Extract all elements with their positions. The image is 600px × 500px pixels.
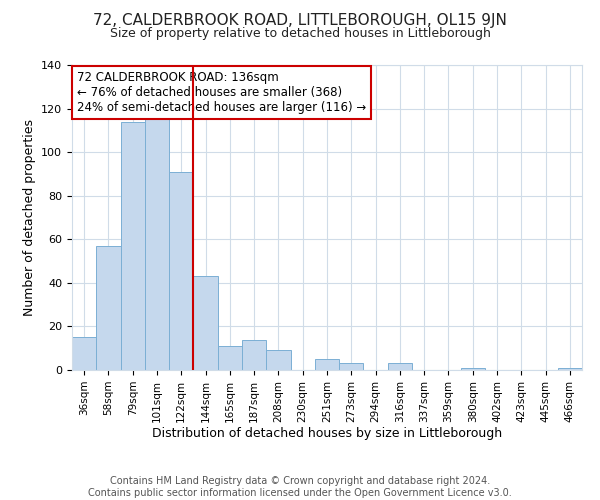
Bar xyxy=(169,172,193,370)
Bar xyxy=(218,346,242,370)
Text: Contains HM Land Registry data © Crown copyright and database right 2024.
Contai: Contains HM Land Registry data © Crown c… xyxy=(88,476,512,498)
Text: Size of property relative to detached houses in Littleborough: Size of property relative to detached ho… xyxy=(110,28,490,40)
Bar xyxy=(96,246,121,370)
Bar xyxy=(339,364,364,370)
Text: 72 CALDERBROOK ROAD: 136sqm
← 76% of detached houses are smaller (368)
24% of se: 72 CALDERBROOK ROAD: 136sqm ← 76% of det… xyxy=(77,71,367,114)
Bar xyxy=(242,340,266,370)
Bar xyxy=(121,122,145,370)
Bar xyxy=(558,368,582,370)
Bar xyxy=(72,338,96,370)
Y-axis label: Number of detached properties: Number of detached properties xyxy=(23,119,35,316)
Bar xyxy=(461,368,485,370)
Bar xyxy=(315,359,339,370)
Bar xyxy=(266,350,290,370)
Bar xyxy=(145,113,169,370)
Text: 72, CALDERBROOK ROAD, LITTLEBOROUGH, OL15 9JN: 72, CALDERBROOK ROAD, LITTLEBOROUGH, OL1… xyxy=(93,12,507,28)
Bar xyxy=(388,364,412,370)
X-axis label: Distribution of detached houses by size in Littleborough: Distribution of detached houses by size … xyxy=(152,428,502,440)
Bar xyxy=(193,276,218,370)
